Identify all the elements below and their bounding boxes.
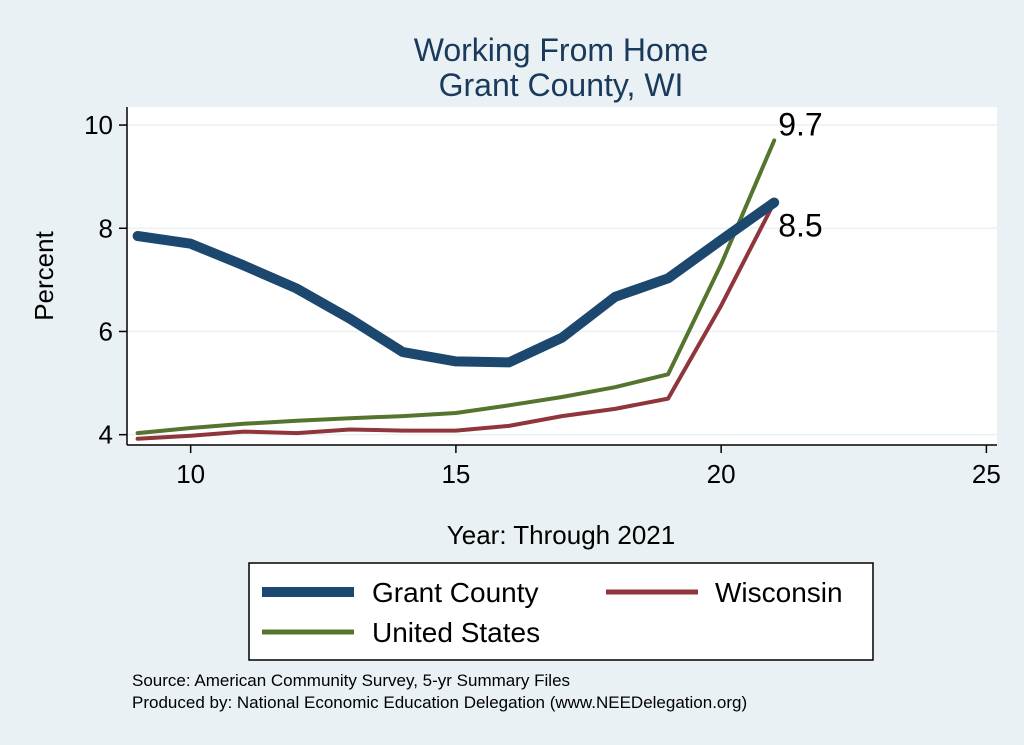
legend-box [248,562,874,661]
chart-title-line-1: Working From Home [414,32,709,68]
series-line-wisconsin [135,200,777,441]
y-tick-label-10: 10 [84,110,113,140]
source-note: Source: American Community Survey, 5-yr … [132,671,570,690]
y-axis-title: Percent [29,230,59,320]
series-lines [132,138,780,441]
y-tick-label-6: 6 [99,316,113,346]
produced-by-note: Produced by: National Economic Education… [132,693,747,712]
series-line-grant-county [132,197,780,368]
legend-label-grant-county: Grant County [372,577,539,608]
x-tick-label-25: 25 [972,459,1001,489]
x-tick-label-15: 15 [441,459,470,489]
end-label-united-states: 9.7 [778,107,822,143]
y-tick-label-8: 8 [99,213,113,243]
legend-label-wisconsin: Wisconsin [715,577,843,608]
x-tick-label-20: 20 [707,459,736,489]
x-axis: 10 15 20 25 [127,444,1001,489]
end-labels: 9.7 8.5 [778,107,822,244]
chart-title-line-2: Grant County, WI [439,67,684,103]
end-label-grant-county: 8.5 [778,207,822,243]
y-axis: 4 6 8 10 [84,107,128,450]
x-tick-label-10: 10 [176,459,205,489]
series-line-united-states [135,138,777,436]
y-tick-label-4: 4 [99,420,113,450]
legend: Grant County Wisconsin United States [248,562,874,661]
legend-label-united-states: United States [372,617,540,648]
x-axis-title: Year: Through 2021 [447,520,675,550]
